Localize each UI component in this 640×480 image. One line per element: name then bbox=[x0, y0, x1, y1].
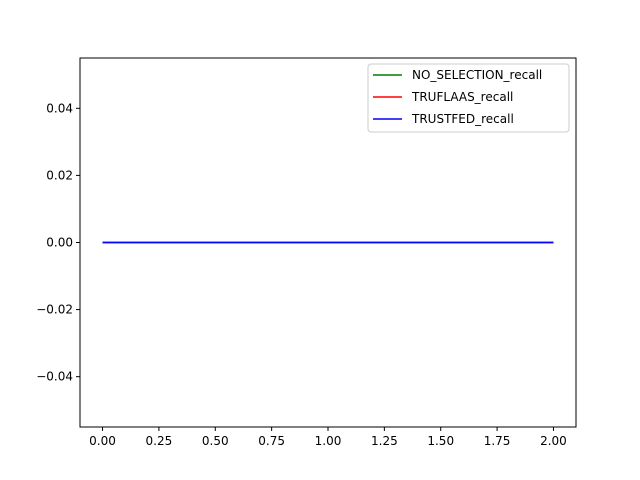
legend-label: TRUFLAAS_recall bbox=[411, 90, 513, 104]
legend-label: NO_SELECTION_recall bbox=[412, 68, 542, 82]
y-tick-label: 0.04 bbox=[46, 101, 73, 115]
x-tick-label: 1.00 bbox=[315, 434, 342, 448]
x-tick-label: 0.00 bbox=[89, 434, 116, 448]
y-tick-label: 0.00 bbox=[46, 236, 73, 250]
x-tick-label: 2.00 bbox=[540, 434, 567, 448]
legend-box bbox=[367, 63, 570, 133]
y-tick-label: −0.02 bbox=[36, 303, 73, 317]
x-tick-label: 1.25 bbox=[371, 434, 398, 448]
x-tick-label: 0.50 bbox=[202, 434, 229, 448]
legend-label: TRUSTFED_recall bbox=[411, 112, 514, 126]
legend-entries: NO_SELECTION_recall TRUFLAAS_recall TRUSTF… bbox=[373, 68, 542, 126]
y-tick-label: −0.04 bbox=[36, 370, 73, 384]
x-tick-label: 0.75 bbox=[258, 434, 285, 448]
legend: NO_SELECTION_recall TRUFLAAS_recall TRUSTF… bbox=[367, 63, 570, 133]
x-tick-label: 1.75 bbox=[484, 434, 511, 448]
x-tick-label: 0.25 bbox=[146, 434, 173, 448]
y-axis: −0.04 −0.02 0.00 0.02 0.04 bbox=[36, 101, 80, 384]
x-axis: 0.00 0.25 0.50 0.75 1.00 1.25 1.50 1.75 2.00 bbox=[89, 427, 567, 448]
y-tick-label: 0.02 bbox=[46, 168, 73, 182]
plot-frame bbox=[79, 57, 577, 428]
x-tick-label: 1.50 bbox=[427, 434, 454, 448]
